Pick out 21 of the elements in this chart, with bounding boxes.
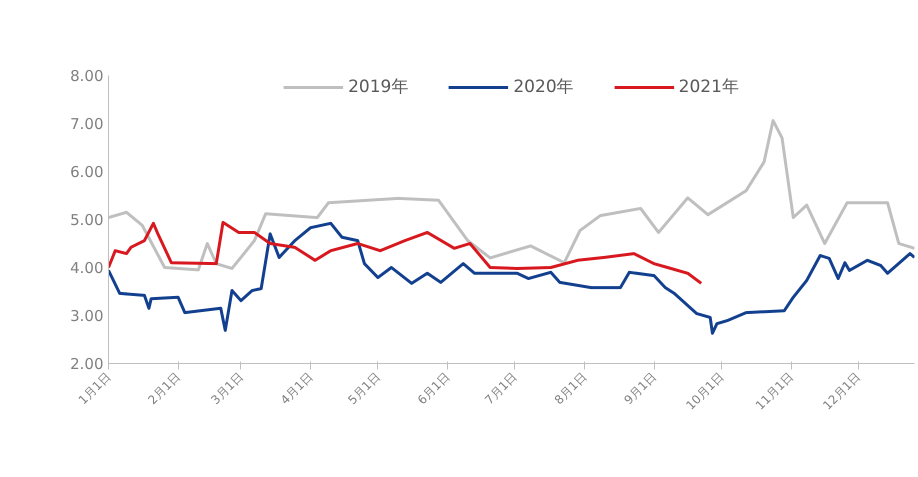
legend-label: 2021年 <box>678 76 739 98</box>
y-tick-label: 3.00 <box>70 307 104 325</box>
x-tick-label: 2月1日 <box>145 370 184 408</box>
x-tick-label: 6月1日 <box>414 370 452 408</box>
y-tick-label: 8.00 <box>70 67 104 85</box>
x-tick-label: 5月1日 <box>345 370 383 408</box>
y-tick-label: 5.00 <box>70 211 104 229</box>
x-tick-label: 12月1日 <box>820 370 864 413</box>
x-tick-label: 7月1日 <box>482 370 520 408</box>
x-tick-label: 10月1日 <box>683 370 726 413</box>
x-tick-label: 4月1日 <box>278 370 316 408</box>
x-tick-label: 11月1日 <box>752 370 796 413</box>
x-tick-label: 9月1日 <box>621 370 660 408</box>
y-tick-label: 6.00 <box>70 163 104 181</box>
legend-label: 2020年 <box>513 76 574 98</box>
y-tick-label: 4.00 <box>70 259 104 277</box>
line-series <box>108 220 703 285</box>
x-tick-label: 3月1日 <box>208 370 246 408</box>
x-tick-label: 8月1日 <box>552 370 590 408</box>
legend-label: 2019年 <box>348 76 408 98</box>
y-tick-label: 7.00 <box>70 115 104 133</box>
